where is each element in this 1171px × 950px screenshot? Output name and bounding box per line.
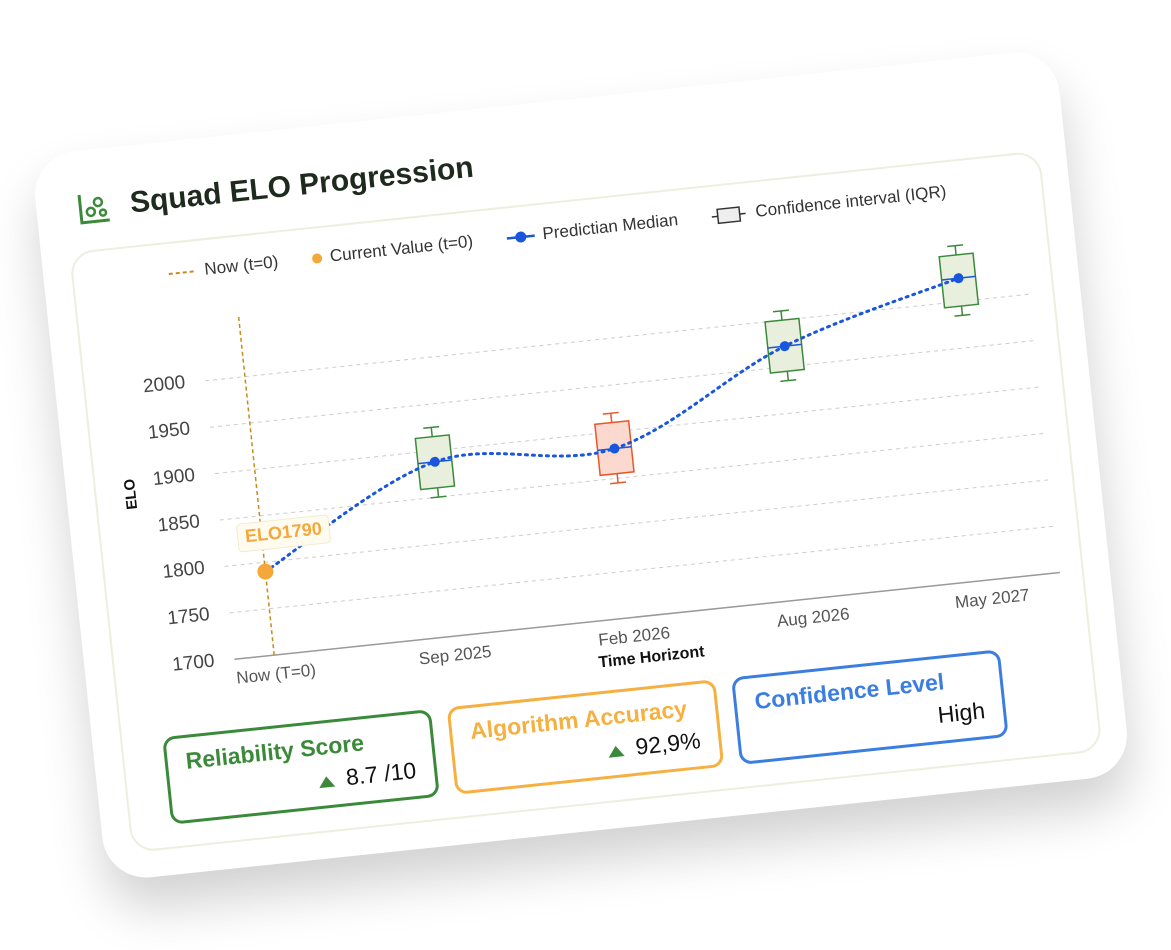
x-tick-label: Feb 2026 (597, 623, 670, 649)
stat-value: 8.7 /10 (344, 756, 418, 791)
y-tick-label: 1800 (162, 558, 206, 583)
legend-box (716, 206, 742, 225)
stat-value: High (936, 697, 987, 729)
grid-line (229, 525, 1056, 614)
legend-label: Current Value (t=0) (329, 232, 474, 266)
whisker (954, 245, 957, 256)
whisker-cap (780, 378, 797, 383)
median-dot (429, 456, 440, 467)
trend-up-icon (317, 775, 335, 789)
y-tick-label: 1900 (152, 465, 196, 490)
stat-value: 92,9% (634, 727, 702, 760)
trend-up-icon (607, 745, 625, 758)
whisker (780, 310, 783, 321)
whisker-cap (947, 244, 964, 248)
current-value-dot (257, 563, 274, 580)
whisker-cap (423, 425, 440, 430)
median-dot (953, 273, 964, 284)
y-tick-label: 1850 (157, 511, 201, 536)
chart-icon (77, 194, 110, 225)
y-tick-label: 1750 (166, 604, 210, 629)
grid-line (209, 339, 1036, 428)
x-tick-label: Now (T=0) (235, 660, 316, 687)
y-axis-label: ELO (121, 478, 141, 511)
stat-card: Algorithm Accuracy 92,9% (446, 679, 725, 795)
grid-line (224, 479, 1051, 567)
legend-median-dot (515, 231, 527, 243)
now-line (237, 316, 275, 656)
whisker (786, 371, 790, 381)
legend-label: Predictian Median (542, 210, 679, 243)
x-tick-label: Sep 2025 (418, 642, 492, 669)
grid-line (205, 293, 1031, 382)
x-axis (234, 571, 1060, 661)
median-dot (609, 443, 620, 454)
whisker-cap (430, 495, 447, 499)
stat-card: Reliability Score 8.7 /10 (162, 709, 440, 825)
card: Squad ELO Progression Now (t=0) Current V… (30, 48, 1132, 882)
whisker-cap (610, 481, 627, 485)
legend-label: Now (t=0) (203, 252, 279, 279)
x-tick-label: May 2027 (954, 585, 1030, 612)
whisker (616, 473, 619, 483)
grid-line (219, 432, 1046, 521)
whisker-cap (772, 309, 790, 313)
annotation-bg (236, 514, 331, 553)
y-tick-label: 2000 (142, 372, 186, 397)
y-tick-label: 1950 (147, 418, 191, 443)
header: Squad ELO Progression (75, 150, 476, 228)
chart-panel: Now (t=0) Current Value (t=0) Predictian M… (68, 150, 1103, 854)
whisker-cap (602, 411, 619, 415)
whisker (960, 305, 964, 316)
whisker (430, 427, 433, 437)
stat-card: Confidence Level High (731, 649, 1009, 765)
median-dot (779, 341, 790, 352)
grid-line (214, 386, 1041, 475)
y-tick-label: 1700 (171, 650, 215, 675)
legend-label: Confidence interval (IQR) (754, 182, 947, 221)
chart-title: Squad ELO Progression (128, 150, 476, 220)
chart: Now (t=0) Current Value (t=0) Predictian M… (121, 182, 1060, 688)
whisker (610, 413, 613, 423)
whisker-cap (954, 313, 971, 317)
whisker (436, 487, 440, 498)
legend-current-dot (312, 253, 323, 264)
legend-now-line (168, 270, 197, 276)
x-tick-label: Aug 2026 (776, 604, 850, 631)
